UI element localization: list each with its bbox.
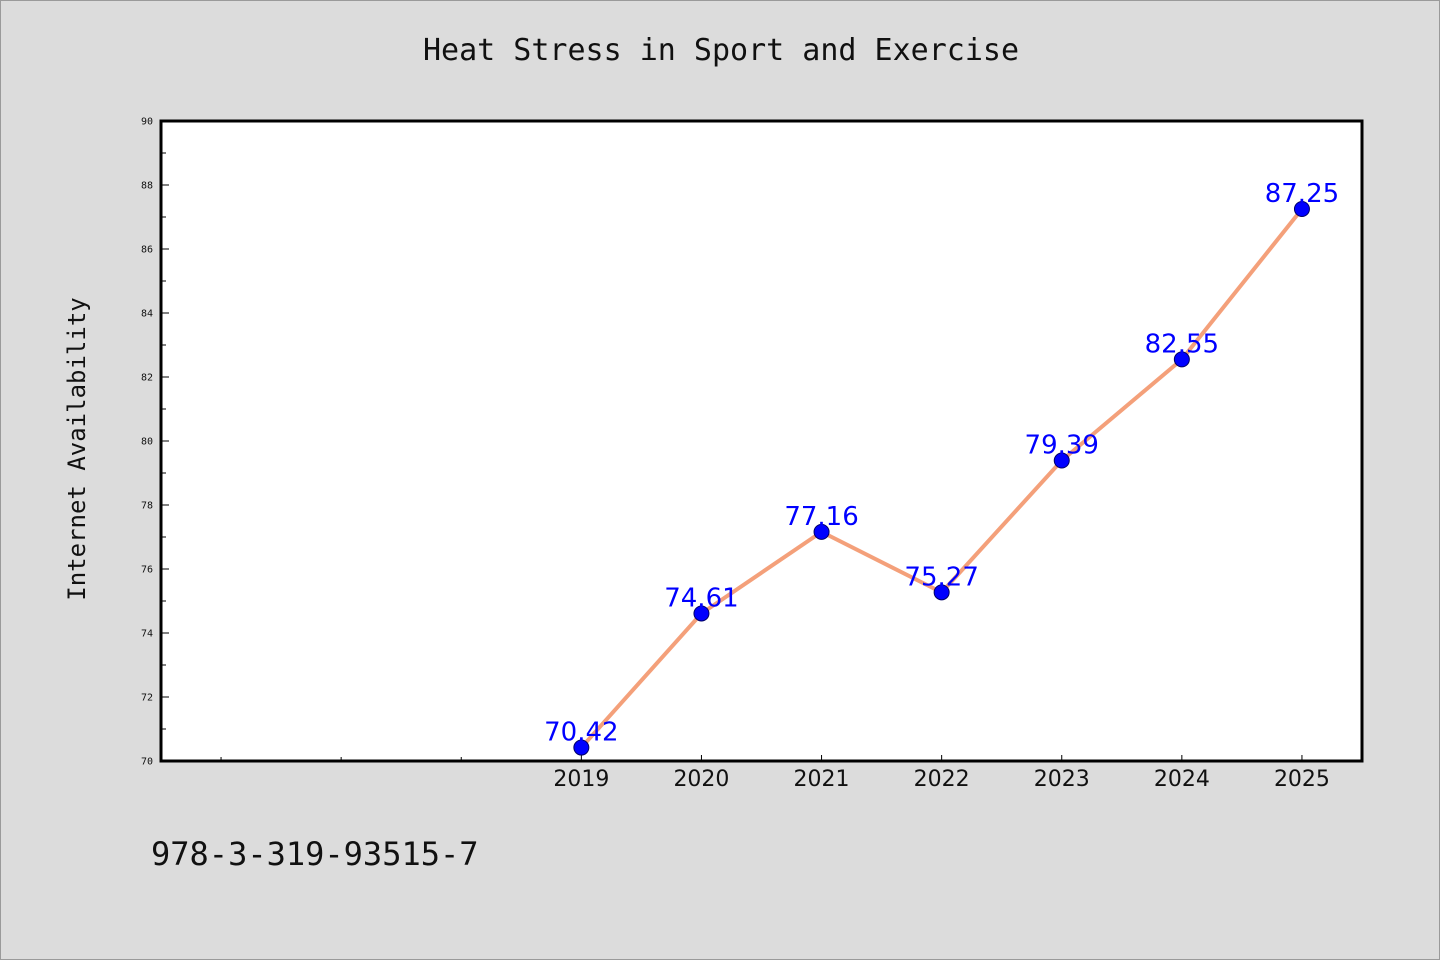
data-point xyxy=(1173,351,1190,368)
y-tick-label: 78 xyxy=(141,501,153,512)
data-label: 70.42 xyxy=(544,718,618,748)
x-tick-label: 2020 xyxy=(673,767,729,792)
y-tick-label: 82 xyxy=(141,373,153,384)
y-tick-label: 90 xyxy=(141,117,153,128)
data-label-group: 70.42 74.61 77.16 75.27 79.39 82.55 87.25 xyxy=(544,179,1339,748)
y-tick-label: 86 xyxy=(141,245,153,256)
x-tick-label: 2024 xyxy=(1154,767,1210,792)
data-point xyxy=(813,523,830,540)
data-point xyxy=(1053,452,1070,469)
y-tick-label: 88 xyxy=(141,181,153,192)
data-point xyxy=(1293,201,1310,217)
y-axis-ticks: 70 72 74 76 78 80 82 84 86 88 90 xyxy=(141,117,169,768)
y-tick-label: 80 xyxy=(141,437,153,448)
plot-area xyxy=(159,119,1364,763)
y-tick-label: 72 xyxy=(141,693,153,704)
x-tick-label: 2022 xyxy=(914,767,970,792)
data-label: 74.61 xyxy=(664,583,738,613)
data-point xyxy=(933,584,950,601)
data-label: 75.27 xyxy=(904,562,978,592)
x-axis-ticks: 2019 2020 2021 2022 2023 2024 2025 xyxy=(220,755,1330,792)
data-label: 79.39 xyxy=(1025,431,1099,461)
data-label: 87.25 xyxy=(1265,179,1339,209)
data-label: 77.16 xyxy=(784,502,858,532)
x-tick-label: 2021 xyxy=(794,767,850,792)
chart-title: Heat Stress in Sport and Exercise xyxy=(422,33,1020,68)
y-tick-label: 84 xyxy=(141,309,153,320)
data-point xyxy=(693,605,710,622)
x-tick-label: 2023 xyxy=(1034,767,1090,792)
footer-code: 978-3-319-93515-7 xyxy=(151,835,479,873)
data-point xyxy=(573,739,590,756)
x-tick-label: 2025 xyxy=(1274,767,1330,792)
data-label: 82.55 xyxy=(1145,329,1219,359)
y-tick-label: 74 xyxy=(141,629,153,640)
y-tick-label: 70 xyxy=(141,757,153,768)
x-tick-label: 2019 xyxy=(553,767,609,792)
y-tick-label: 76 xyxy=(141,565,153,576)
series-line-group xyxy=(573,201,1310,756)
